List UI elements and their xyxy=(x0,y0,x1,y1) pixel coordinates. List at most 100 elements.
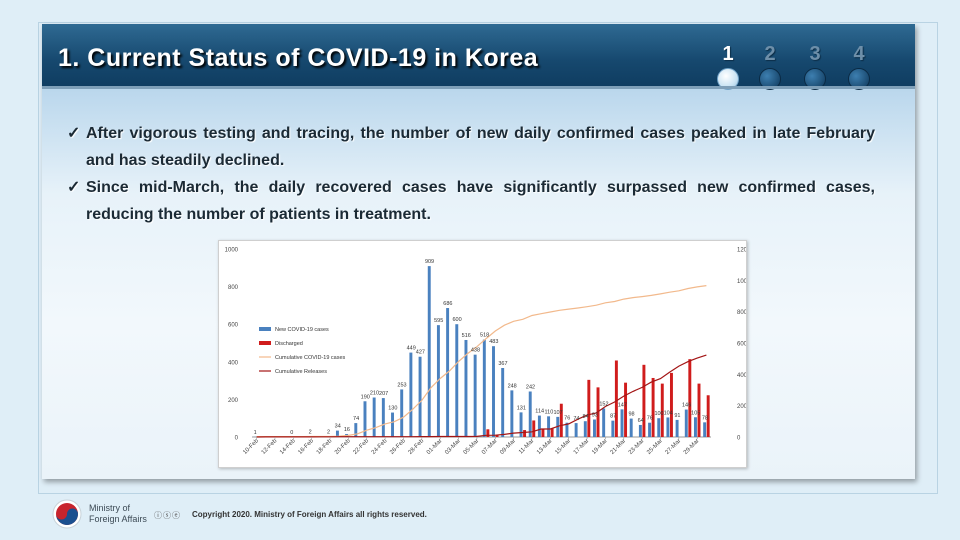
slide: 1. Current Status of COVID-19 in Korea 1… xyxy=(42,24,915,479)
x-tick-label: 14-Feb xyxy=(279,438,297,456)
discharged-bar xyxy=(587,379,591,437)
step-dot-icon xyxy=(717,68,739,90)
data-label: 130 xyxy=(388,406,397,412)
bullet-text: After vigorous testing and tracing, the … xyxy=(86,125,875,169)
data-label: 518 xyxy=(480,333,489,339)
data-label: 76 xyxy=(647,416,653,422)
data-label: 595 xyxy=(434,318,443,324)
new-cases-bar xyxy=(473,354,477,437)
slide-title: 1. Current Status of COVID-19 in Korea xyxy=(58,44,539,72)
data-label: 253 xyxy=(397,382,406,388)
step-3-indicator[interactable]: 3 xyxy=(800,43,830,90)
new-cases-bar xyxy=(510,390,514,437)
right-tick-label: 2000 xyxy=(737,404,746,410)
right-tick-label: 12000 xyxy=(737,248,746,254)
discharged-bar xyxy=(660,383,664,437)
x-tick-label: 22-Feb xyxy=(352,438,370,456)
new-cases-bar xyxy=(427,266,431,437)
new-cases-bar xyxy=(464,339,468,437)
data-label: 91 xyxy=(674,413,680,419)
new-cases-bar xyxy=(409,352,413,437)
data-label: 100 xyxy=(654,411,663,417)
x-tick-label: 10-Feb xyxy=(242,438,260,456)
data-label: 105 xyxy=(691,410,700,416)
new-cases-bar xyxy=(684,409,688,437)
data-label: 427 xyxy=(416,350,425,356)
chart-svg: 0200400600800100002000400060008000100001… xyxy=(225,248,755,456)
discharged-bar xyxy=(688,359,692,437)
new-cases-bar xyxy=(455,324,459,437)
data-label: 131 xyxy=(517,405,526,411)
step-number: 1 xyxy=(722,43,734,65)
data-label: 686 xyxy=(443,301,452,307)
data-label: 248 xyxy=(508,383,517,389)
data-label: 516 xyxy=(462,333,471,339)
checkmark-icon: ✓ xyxy=(67,125,81,142)
x-tick-label: 01-Mar xyxy=(426,438,444,456)
data-label: 104 xyxy=(664,410,673,416)
data-label: 74 xyxy=(573,416,579,422)
checkmark-icon: ✓ xyxy=(67,179,81,196)
data-label: 76 xyxy=(564,416,570,422)
license-icon: ⓘⓢⓔ xyxy=(154,511,181,520)
discharged-bar xyxy=(651,377,655,437)
new-cases-bar xyxy=(363,401,367,437)
legend-swatch xyxy=(259,327,271,331)
new-cases-bar xyxy=(528,391,532,437)
left-tick-label: 1000 xyxy=(225,248,239,254)
x-tick-label: 20-Feb xyxy=(334,438,352,456)
x-tick-label: 21-Mar xyxy=(610,438,628,456)
data-label: 207 xyxy=(379,391,388,397)
x-tick-label: 16-Feb xyxy=(297,438,315,456)
new-cases-bar xyxy=(537,415,541,437)
new-cases-bar xyxy=(565,422,569,437)
new-cases-bar xyxy=(372,397,376,437)
new-cases-bar xyxy=(583,421,587,437)
legend-label: Discharged xyxy=(275,341,303,347)
new-cases-bar xyxy=(648,422,652,437)
step-4-indicator[interactable]: 4 xyxy=(844,43,874,90)
data-label: 438 xyxy=(471,348,480,354)
data-label: 1 xyxy=(254,430,257,436)
legend-swatch xyxy=(259,341,271,345)
bullet-text: Since mid-March, the daily recovered cas… xyxy=(86,179,875,223)
data-label: 2 xyxy=(327,430,330,436)
new-cases-bar xyxy=(629,418,633,437)
new-cases-bar xyxy=(391,412,394,437)
copyright-text: Copyright 2020. Ministry of Foreign Affa… xyxy=(192,510,427,519)
data-label: 600 xyxy=(452,317,461,323)
legend-label: Cumulative Releases xyxy=(275,369,327,375)
x-tick-label: 12-Feb xyxy=(261,438,279,456)
discharged-bar xyxy=(523,430,527,437)
data-label: 146 xyxy=(682,403,691,409)
left-tick-label: 600 xyxy=(228,323,239,329)
new-cases-bar xyxy=(400,389,404,437)
x-tick-label: 24-Feb xyxy=(371,438,389,456)
data-label: 152 xyxy=(599,401,608,407)
discharged-bar xyxy=(495,434,499,437)
x-tick-label: 26-Feb xyxy=(389,438,407,456)
data-label: 93 xyxy=(592,413,598,419)
new-cases-bar xyxy=(335,430,339,437)
left-tick-label: 800 xyxy=(228,285,239,291)
step-dot-icon xyxy=(804,68,826,90)
left-tick-label: 0 xyxy=(235,436,239,442)
discharged-bar xyxy=(697,383,701,437)
step-number: 2 xyxy=(764,43,776,65)
new-cases-bar xyxy=(519,412,523,437)
new-cases-bar xyxy=(602,408,606,437)
x-tick-label: 17-Mar xyxy=(573,438,591,456)
x-tick-label: 19-Mar xyxy=(591,438,609,456)
data-label: 147 xyxy=(618,402,627,408)
cumulative-cases-line xyxy=(256,285,707,438)
step-2-indicator[interactable]: 2 xyxy=(755,43,785,90)
left-tick-label: 400 xyxy=(228,360,239,366)
ministry-logo-icon xyxy=(52,499,82,529)
slide-header: 1. Current Status of COVID-19 in Korea 1… xyxy=(42,24,915,90)
step-1-indicator[interactable]: 1 xyxy=(713,43,743,90)
data-label: 242 xyxy=(526,385,535,391)
new-cases-bar xyxy=(482,339,486,437)
step-dot-icon xyxy=(848,68,870,90)
discharged-bar xyxy=(559,403,563,437)
